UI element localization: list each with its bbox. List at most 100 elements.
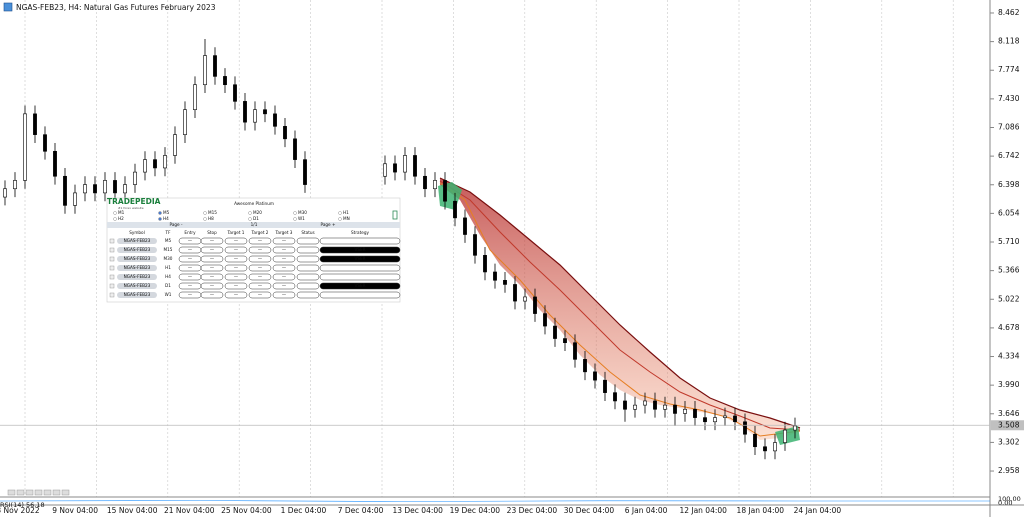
y-tick-label: 7.086 [998, 122, 1020, 131]
row-symbol: NGAS-FEB23 [124, 292, 151, 297]
x-tick-label: 9 Nov 04:00 [52, 506, 98, 515]
candle-body [743, 421, 747, 435]
row-symbol: NGAS-FEB23 [124, 274, 151, 279]
strategy-label: VSER [354, 283, 365, 288]
candle-body [423, 175, 427, 190]
candle-body [103, 180, 107, 194]
y-tick-label: 6.742 [998, 151, 1020, 160]
timeframe-radio[interactable] [113, 211, 117, 215]
row-tf: H4 [165, 274, 171, 279]
candle-body [723, 415, 727, 418]
rsi-label: RSI(14) 56.18 [0, 501, 45, 509]
x-tick-label: 1 Dec 04:00 [281, 506, 327, 515]
y-tick-label: 7.774 [998, 65, 1020, 74]
cell-pill [248, 291, 272, 299]
strategy-pill [319, 237, 401, 245]
candle-body [663, 404, 667, 410]
row-checkbox[interactable] [109, 265, 115, 271]
cell-value: — [282, 247, 286, 252]
y-tick-label: 6.398 [998, 180, 1020, 189]
cell-pill [224, 264, 248, 272]
cell-pill [200, 282, 224, 290]
candle-body [53, 150, 57, 177]
indicator-line [439, 182, 801, 437]
candle-body [713, 417, 717, 423]
panel-toggle[interactable] [392, 210, 398, 220]
row-checkbox[interactable] [109, 256, 115, 262]
row-symbol: NGAS-FEB23 [124, 247, 151, 252]
timeframe-radio[interactable] [113, 217, 117, 221]
y-tick-label: 2.958 [998, 466, 1020, 475]
timeframe-radio[interactable] [248, 211, 252, 215]
candle-body [283, 126, 287, 140]
candle-body [263, 109, 267, 115]
cell-value: — [188, 256, 192, 261]
timeframe-label: MN [343, 216, 350, 221]
symbol-pill [117, 256, 157, 262]
timeframe-radio[interactable] [293, 211, 297, 215]
timeframe-label: M30 [298, 210, 307, 215]
candle-body [793, 425, 797, 431]
candle-body [653, 400, 657, 410]
strategy-pill [319, 246, 401, 254]
button[interactable] [61, 489, 70, 496]
row-tf: M30 [164, 256, 173, 261]
timeframe-radio[interactable] [203, 217, 207, 221]
timeframe-radio[interactable] [293, 217, 297, 221]
cell-pill [200, 291, 224, 299]
symbol-pill [117, 292, 157, 298]
strategy-pill [319, 255, 401, 263]
candle-body [543, 313, 547, 327]
x-tick-label: 7 Dec 04:00 [338, 506, 384, 515]
y-tick-label: 5.022 [998, 294, 1020, 303]
button[interactable] [16, 489, 25, 496]
pager-item[interactable]: Page - [170, 222, 183, 227]
cell-value: — [234, 247, 238, 252]
timeframe-label: W1 [298, 216, 305, 221]
candle-body [433, 180, 437, 190]
symbol-pill [117, 283, 157, 289]
button[interactable] [43, 489, 52, 496]
x-tick-label: 12 Jan 04:00 [679, 506, 727, 515]
symbol-pill [117, 274, 157, 280]
candle-body [693, 408, 697, 418]
button[interactable] [7, 489, 16, 496]
candle-body [503, 279, 507, 285]
timeframe-radio[interactable] [203, 211, 207, 215]
row-tf: M15 [164, 247, 173, 252]
row-checkbox[interactable] [109, 238, 115, 244]
timeframe-radio[interactable] [158, 211, 162, 215]
timeframe-radio[interactable] [338, 211, 342, 215]
x-tick-label: 3 Nov 2022 [0, 506, 40, 515]
pager-item[interactable]: Page + [321, 222, 336, 227]
button[interactable] [34, 489, 43, 496]
chart-buttons[interactable] [7, 489, 70, 496]
button[interactable] [25, 489, 34, 496]
timeframe-radio[interactable] [248, 217, 252, 221]
row-checkbox[interactable] [109, 292, 115, 298]
column-header: Strategy [351, 230, 369, 235]
cell-value: — [258, 274, 262, 279]
cell-pill [200, 246, 224, 254]
timeframe-radio[interactable] [338, 217, 342, 221]
row-checkbox[interactable] [109, 283, 115, 289]
cell-value: — [282, 256, 286, 261]
button[interactable] [52, 489, 61, 496]
y-tick-label: 4.678 [998, 323, 1020, 332]
cell-value: — [210, 283, 214, 288]
row-checkbox[interactable] [109, 274, 115, 280]
candle-body [83, 184, 87, 194]
cell-pill [224, 282, 248, 290]
candle-body [213, 55, 217, 77]
timeframe-label: H8 [208, 216, 214, 221]
candle-body [683, 408, 687, 414]
strategy-label: VSER [354, 247, 365, 252]
timeframe-label: D1 [253, 216, 259, 221]
candle-body [733, 415, 737, 423]
cell-pill [248, 237, 272, 245]
candle-body [593, 371, 597, 381]
row-checkbox[interactable] [109, 247, 115, 253]
timeframe-radio[interactable] [158, 217, 162, 221]
candle-body [483, 255, 487, 273]
panel-title: Awesome Platinum [234, 201, 274, 206]
